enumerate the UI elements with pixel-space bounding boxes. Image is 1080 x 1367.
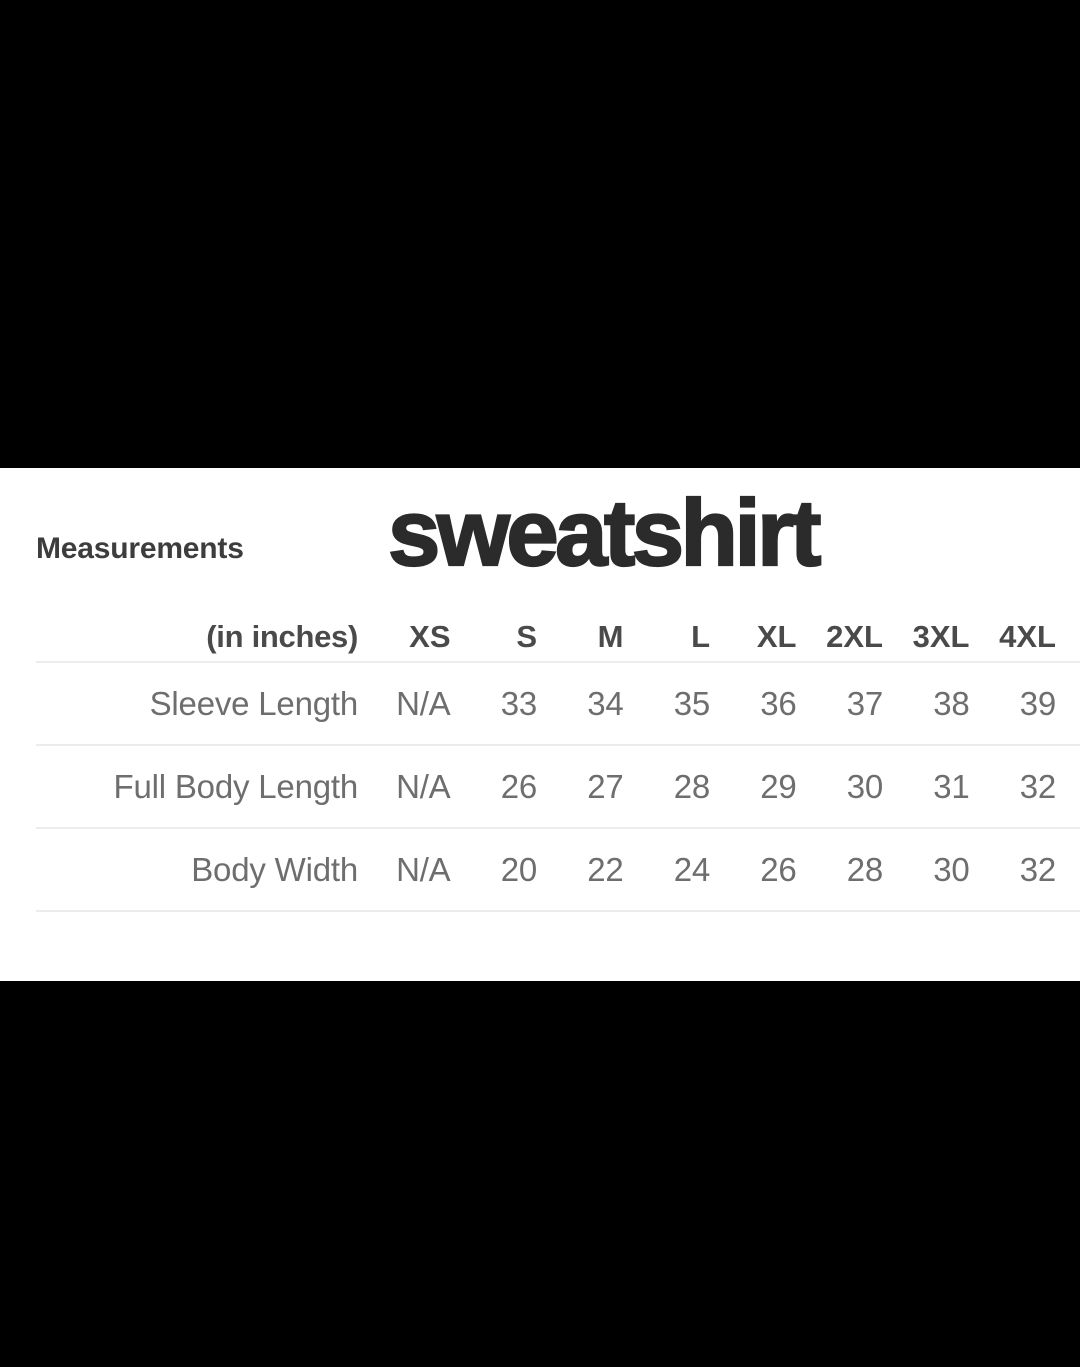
cell-body-width-l: 24 [673, 850, 711, 888]
cell-full-body-length-2xl: 30 [846, 767, 884, 805]
table-row: Full Body Length N/A 26 27 28 29 30 31 3… [36, 745, 1080, 828]
size-table-head: (in inches) XS S M L XL 2XL 3XL 4XL 5XL [36, 603, 1080, 662]
column-header-5xl: 5XL [1060, 603, 1080, 662]
column-header-xs: XS [409, 619, 451, 654]
cell-body-width-m: 22 [587, 850, 624, 888]
cell-body-width-xl: 26 [760, 850, 797, 888]
size-table-body: Sleeve Length N/A 33 34 35 36 37 38 39 4… [36, 662, 1080, 911]
column-header-3xl: 3XL [912, 619, 970, 654]
column-header-2xl: 2XL [826, 619, 883, 654]
cell-sleeve-length-xl: 36 [760, 684, 797, 722]
row-label-sleeve-length: Sleeve Length [149, 684, 359, 722]
cell-sleeve-length-2xl: 37 [846, 684, 884, 722]
cell-full-body-length-xl: 29 [760, 767, 797, 805]
letterbox-top [0, 0, 1080, 468]
cell-sleeve-length-l: 35 [673, 684, 711, 722]
column-header-l: L [691, 619, 710, 654]
table-row: Body Width N/A 20 22 24 26 28 30 32 34 [36, 828, 1080, 911]
letterbox-bottom [0, 981, 1080, 1367]
cell-full-body-length-s: 26 [500, 767, 538, 805]
cell-full-body-length-l: 28 [673, 767, 711, 805]
column-header-4xl: 4XL [999, 619, 1056, 654]
cell-full-body-length-xs: N/A [396, 767, 451, 805]
cell-full-body-length-3xl: 31 [933, 767, 970, 805]
cell-sleeve-length-4xl: 39 [1019, 684, 1057, 722]
cell-full-body-length-m: 27 [587, 767, 624, 805]
cell-sleeve-length-5xl: 40 [1060, 662, 1080, 745]
cell-sleeve-length-xs: N/A [396, 684, 451, 722]
measurements-label: Measurements [36, 532, 244, 565]
garment-title: sweatshirt [387, 480, 823, 585]
cell-body-width-5xl: 34 [1060, 828, 1080, 911]
cell-full-body-length-5xl: 33 [1060, 745, 1080, 828]
table-row: Sleeve Length N/A 33 34 35 36 37 38 39 4… [36, 662, 1080, 745]
column-header-s: S [516, 619, 537, 654]
cell-body-width-xs: N/A [396, 850, 451, 888]
size-header-row: (in inches) XS S M L XL 2XL 3XL 4XL 5XL [36, 603, 1080, 662]
row-label-body-width: Body Width [191, 850, 358, 888]
cell-body-width-s: 20 [500, 850, 538, 888]
cell-sleeve-length-s: 33 [500, 684, 538, 722]
cell-body-width-3xl: 30 [933, 850, 970, 888]
cell-sleeve-length-m: 34 [587, 684, 624, 722]
size-chart-card: Measurements sweatshirt (in inches) XS S… [0, 468, 1080, 981]
cell-body-width-4xl: 32 [1019, 850, 1057, 888]
size-chart-header: Measurements sweatshirt [0, 468, 1080, 593]
column-header-xl: XL [756, 619, 797, 654]
unit-header: (in inches) [206, 619, 358, 654]
size-chart-table: (in inches) XS S M L XL 2XL 3XL 4XL 5XL … [36, 603, 1080, 912]
cell-body-width-2xl: 28 [846, 850, 884, 888]
cell-sleeve-length-3xl: 38 [933, 684, 970, 722]
cell-full-body-length-4xl: 32 [1019, 767, 1057, 805]
row-label-full-body-length: Full Body Length [113, 767, 359, 805]
column-header-m: M [597, 619, 624, 654]
